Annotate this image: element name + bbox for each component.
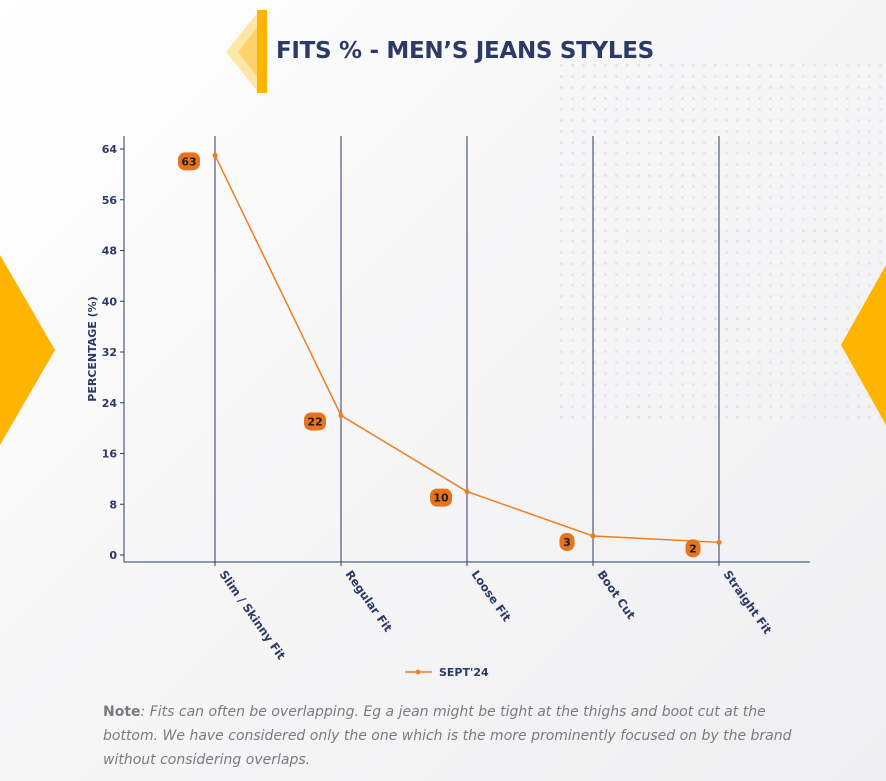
legend-marker — [415, 669, 421, 675]
y-tick-label: 40 — [102, 295, 118, 308]
data-point — [212, 152, 218, 158]
title-accent-bar — [257, 10, 267, 93]
dot-pattern-decoration — [556, 60, 886, 420]
y-tick-label: 24 — [102, 397, 118, 410]
y-tick-label: 16 — [102, 448, 118, 461]
x-tick-label: Loose Fit — [469, 568, 515, 625]
chart-title: FITS % - MEN’S JEANS STYLES — [276, 38, 654, 64]
y-axis-title: PERCENTAGE (%) — [86, 296, 99, 401]
x-tick-label: Slim / Skinny Fit — [217, 568, 289, 663]
x-tick-label: Straight Fit — [721, 568, 775, 637]
data-point — [716, 539, 722, 545]
y-tick-label: 48 — [102, 245, 117, 258]
y-tick-label: 32 — [102, 346, 117, 359]
data-label: 22 — [307, 415, 322, 428]
y-tick-label: 56 — [102, 194, 118, 207]
data-label-background — [430, 488, 452, 507]
data-label: 10 — [433, 492, 449, 505]
data-label-background — [685, 539, 701, 558]
y-tick-label: 64 — [102, 143, 118, 156]
y-tick-label: 0 — [109, 549, 117, 562]
note-paragraph: Note: Fits can often be overlapping. Eg … — [103, 700, 823, 772]
data-label: 3 — [563, 536, 571, 549]
x-tick-label: Boot Cut — [595, 568, 639, 622]
data-point — [590, 533, 596, 539]
note-text: : Fits can often be overlapping. Eg a je… — [103, 704, 792, 768]
note-label: Note — [103, 704, 141, 720]
legend-label: SEPT'24 — [439, 666, 489, 679]
x-tick-label: Regular Fit — [343, 568, 396, 635]
data-label-background — [304, 412, 326, 431]
y-tick-label: 8 — [109, 498, 117, 511]
data-label: 2 — [689, 542, 697, 555]
data-label: 63 — [181, 155, 196, 168]
data-label-background — [178, 152, 200, 171]
data-point — [464, 488, 470, 495]
data-label-background — [559, 532, 575, 551]
data-point — [338, 412, 344, 419]
